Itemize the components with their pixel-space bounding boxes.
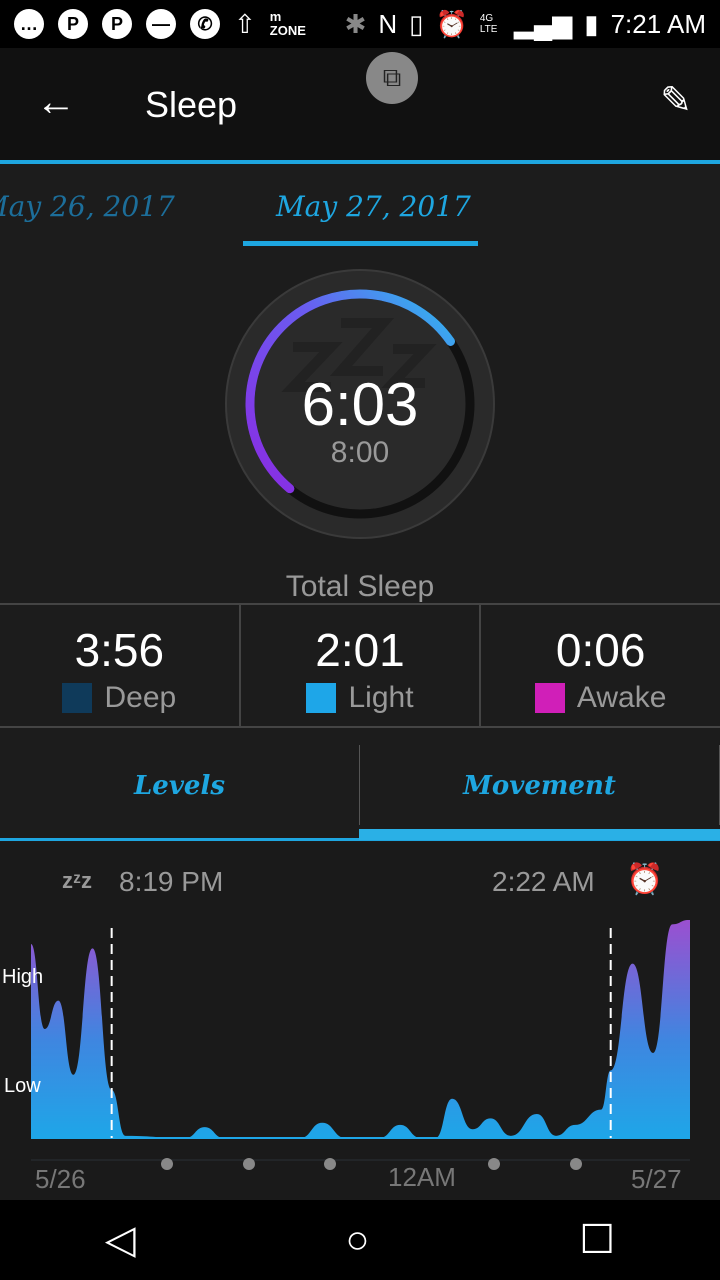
- sleep-progress-arc: [245, 289, 455, 494]
- nav-home-icon[interactable]: ○: [345, 1217, 370, 1262]
- whatsapp-icon: ✆: [190, 9, 220, 39]
- sleep-goal: 8:00: [330, 436, 390, 469]
- stat-awake: 0:06 Awake: [481, 605, 720, 726]
- zzz-icon: zᶻz: [62, 868, 92, 893]
- axis-tick-dot: [161, 1158, 173, 1170]
- nav-back-icon[interactable]: ◁: [104, 1218, 136, 1262]
- stat-light: 2:01 Light: [241, 605, 482, 726]
- edit-pencil-icon[interactable]: ✎: [660, 80, 692, 122]
- x-label-midnight: 12AM: [388, 1162, 456, 1192]
- date-current[interactable]: May 27, 2017: [276, 190, 471, 223]
- zzz-icon: [281, 318, 437, 392]
- stat-label: Light: [348, 681, 414, 714]
- sleep-end-time: 2:22 AM: [492, 866, 595, 897]
- axis-tick-dot: [488, 1158, 500, 1170]
- y-label-high: High: [2, 966, 43, 988]
- chart-tabs: Levels Movement: [0, 745, 720, 840]
- clock: 7:21 AM: [610, 8, 706, 39]
- sleep-progress-ring: [225, 269, 495, 539]
- android-nav-bar: ◁ ○ ☐: [0, 1200, 720, 1280]
- x-label-start: 5/26: [35, 1164, 86, 1194]
- bluetooth-icon: ✱: [344, 8, 367, 39]
- page-title: Sleep: [145, 84, 238, 125]
- battery-icon: ▮: [584, 8, 599, 39]
- x-label-end: 5/27: [631, 1164, 682, 1194]
- stat-value: 2:01: [315, 624, 405, 676]
- pinterest-icon: P: [58, 9, 88, 39]
- tab-movement[interactable]: Movement: [360, 745, 720, 825]
- axis-tick-dot: [570, 1158, 582, 1170]
- network-label: 4G LTE: [479, 13, 498, 35]
- movement-chart: High Low 5/26 12AM 5/27: [2, 920, 690, 1194]
- app-bar: ← Sleep ✎: [0, 48, 720, 160]
- light-swatch: [306, 683, 337, 713]
- date-previous[interactable]: May 26, 2017: [0, 190, 175, 223]
- status-bar: … P P — ✆ ⇧ m ZONE ✱ N ▯ ⏰ 4G LTE ▂▄▆ ▮ …: [0, 0, 720, 48]
- nav-recents-icon[interactable]: ☐: [579, 1218, 616, 1262]
- upload-icon: ⇧: [234, 8, 256, 39]
- axis-tick-dot: [243, 1158, 255, 1170]
- tab-levels[interactable]: Levels: [0, 745, 360, 825]
- stat-label: Deep: [104, 681, 177, 714]
- date-indicator: [243, 241, 478, 246]
- pinterest-icon: P: [102, 9, 132, 39]
- back-arrow-icon[interactable]: ←: [36, 80, 76, 124]
- sleep-start-time: 8:19 PM: [119, 866, 224, 897]
- stat-value: 3:56: [74, 624, 165, 676]
- vibrate-icon: ▯: [409, 8, 424, 39]
- tab-indicator: [359, 829, 720, 840]
- total-sleep-label: Total Sleep: [285, 570, 435, 603]
- sleep-stages: 3:56 Deep 2:01 Light 0:06 Awake: [0, 603, 720, 728]
- signal-icon: ▂▄▆: [513, 8, 573, 39]
- awake-swatch: [534, 683, 565, 713]
- stat-value: 0:06: [555, 624, 646, 676]
- divider: [0, 160, 720, 164]
- stat-label: Awake: [576, 681, 667, 714]
- messages-icon: …: [14, 9, 44, 39]
- mzone-icon: m ZONE: [269, 9, 306, 38]
- deep-swatch: [62, 683, 93, 713]
- total-sleep-value: 6:03: [301, 371, 419, 438]
- movement-chart-panel: [0, 842, 720, 1200]
- stat-deep: 3:56 Deep: [0, 605, 241, 726]
- alarm-icon: ⏰: [435, 8, 468, 39]
- floating-device-icon[interactable]: ⧉: [366, 52, 418, 104]
- do-not-disturb-icon: —: [146, 9, 176, 39]
- movement-area: [31, 920, 690, 1138]
- axis-tick-dot: [324, 1158, 336, 1170]
- alarm-clock-icon: ⏰: [626, 863, 664, 896]
- y-label-low: Low: [4, 1075, 41, 1097]
- nfc-icon: N: [378, 8, 398, 39]
